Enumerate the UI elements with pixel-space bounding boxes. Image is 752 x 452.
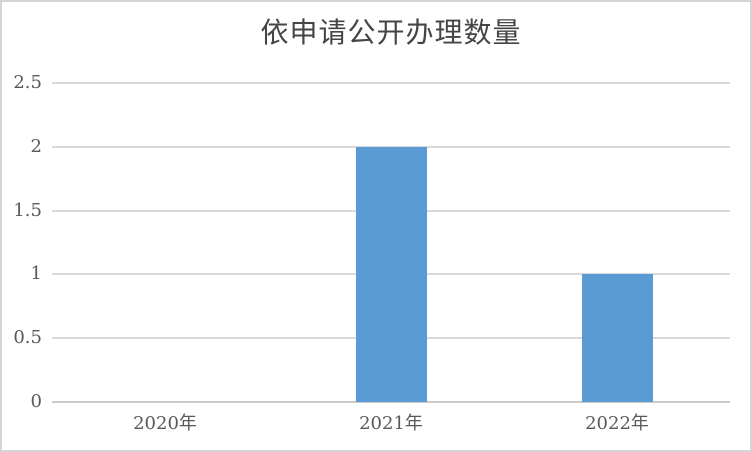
bar-2021年 — [355, 146, 427, 402]
x-axis-line — [52, 401, 730, 403]
y-tick-label: 1 — [30, 263, 42, 285]
x-category-label: 2020年 — [133, 413, 197, 434]
y-tick-label: 2 — [30, 135, 42, 157]
gridline — [52, 82, 730, 84]
bar-2022年 — [581, 274, 653, 402]
y-tick-label: 1.5 — [13, 199, 42, 221]
chart-title: 依申请公开办理数量 — [260, 16, 522, 49]
x-category-label: 2021年 — [359, 413, 423, 434]
y-tick-label: 0 — [30, 391, 42, 412]
x-category-label: 2022年 — [585, 413, 649, 434]
y-tick-label: 2.5 — [13, 72, 42, 93]
y-tick-label: 0.5 — [13, 327, 42, 349]
